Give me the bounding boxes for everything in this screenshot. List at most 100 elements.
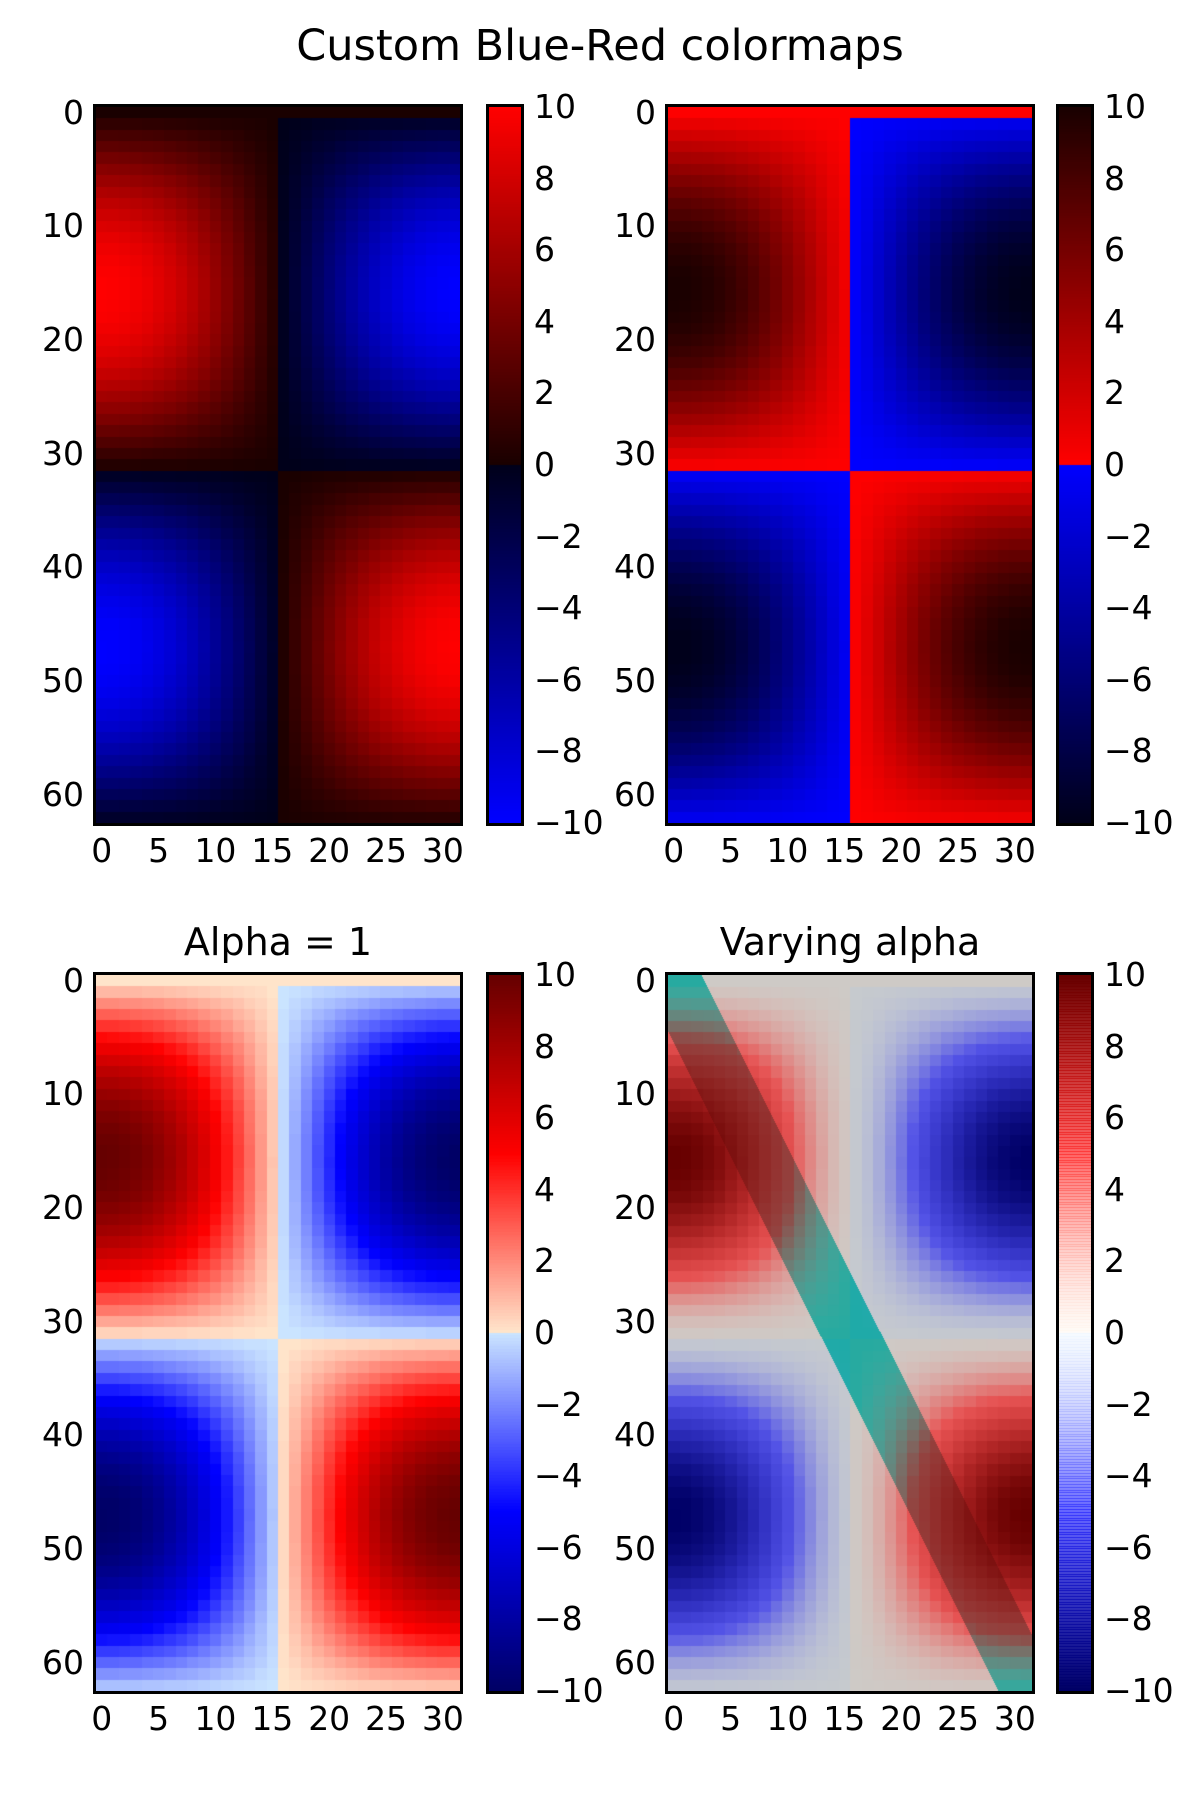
colorbar-tick-label: −4 — [534, 588, 583, 628]
colorbar-tick-label: 10 — [534, 955, 576, 994]
colorbar-tick-label: −8 — [534, 1599, 583, 1639]
y-tick-label: 30 — [42, 433, 84, 473]
y-tick-label: 10 — [42, 1074, 84, 1114]
colorbar-tick-label: −6 — [1104, 659, 1153, 699]
colorbar-canvas-alpha1 — [489, 975, 521, 1691]
colorbar-tick-label: −10 — [534, 1671, 604, 1710]
y-tick-label: 20 — [614, 319, 656, 359]
x-tick-label: 15 — [251, 1699, 294, 1738]
y-tick-label: 40 — [614, 1415, 656, 1455]
colorbar-tick-label: 6 — [534, 230, 555, 270]
x-tick-label: 10 — [766, 1699, 809, 1738]
y-tick-label: 0 — [63, 960, 84, 1000]
colorbar-tick-label: 8 — [1104, 158, 1125, 198]
x-tick-label: 0 — [663, 831, 685, 870]
colorbar-tick-label: 2 — [1104, 1241, 1125, 1281]
colorbar-tick-label: 8 — [534, 158, 555, 198]
colorbar-tick-label: 2 — [1104, 373, 1125, 413]
colorbar-frame-varyingalpha — [1056, 972, 1094, 1694]
heatmap-canvas-bluered1 — [96, 107, 460, 823]
axes-frame-bluered2 — [665, 104, 1035, 826]
colorbar-tick-label: 8 — [534, 1026, 555, 1066]
y-tick-label: 50 — [42, 1528, 84, 1568]
x-tick-label: 25 — [365, 1699, 408, 1738]
x-tick-label: 0 — [91, 1699, 113, 1738]
colorbar-frame-bluered1 — [486, 104, 524, 826]
colorbar-tick-label: −6 — [534, 1527, 583, 1567]
colorbar-tick-label: 10 — [1104, 87, 1146, 126]
x-tick-label: 15 — [251, 831, 294, 870]
x-tick-label: 10 — [766, 831, 809, 870]
colorbar-tick-label: 6 — [1104, 1098, 1125, 1138]
colorbar-tick-label: −6 — [1104, 1527, 1153, 1567]
x-tick-label: 5 — [148, 831, 170, 870]
colorbar-tick-label: 2 — [534, 1241, 555, 1281]
colorbar-tick-label: −4 — [1104, 1456, 1153, 1496]
x-tick-label: 20 — [880, 1699, 923, 1738]
colorbar-tick-label: 2 — [534, 373, 555, 413]
y-tick-label: 30 — [614, 433, 656, 473]
x-tick-label: 25 — [937, 831, 980, 870]
y-tick-label: 0 — [635, 960, 656, 1000]
x-tick-label: 30 — [993, 831, 1036, 870]
colorbar-tick-label: −4 — [534, 1456, 583, 1496]
colorbar-tick-label: −2 — [1104, 516, 1153, 556]
y-tick-label: 40 — [614, 547, 656, 587]
subplot-title-alpha1: Alpha = 1 — [183, 920, 373, 964]
axes-frame-alpha1 — [93, 972, 463, 1694]
colorbar-tick-label: 4 — [1104, 1169, 1125, 1209]
x-tick-label: 5 — [720, 831, 742, 870]
figure-suptitle: Custom Blue-Red colormaps — [296, 21, 904, 71]
colorbar-tick-label: −4 — [1104, 588, 1153, 628]
y-tick-label: 10 — [614, 206, 656, 246]
x-tick-label: 0 — [91, 831, 113, 870]
colorbar-frame-alpha1 — [486, 972, 524, 1694]
y-tick-label: 0 — [635, 92, 656, 132]
y-tick-label: 10 — [42, 206, 84, 246]
heatmap-canvas-varyingalpha — [668, 975, 1032, 1691]
heatmap-canvas-alpha1 — [96, 975, 460, 1691]
colorbar-tick-label: 0 — [534, 1313, 555, 1352]
y-tick-label: 60 — [614, 774, 656, 814]
x-tick-label: 5 — [720, 1699, 742, 1738]
y-tick-label: 20 — [42, 319, 84, 359]
y-tick-label: 30 — [614, 1301, 656, 1341]
colorbar-tick-label: 4 — [1104, 301, 1125, 341]
colorbar-tick-label: 6 — [1104, 230, 1125, 270]
colorbar-tick — [1081, 821, 1091, 825]
y-tick-label: 50 — [614, 660, 656, 700]
y-tick-label: 50 — [42, 660, 84, 700]
subplot-title-varying-alpha: Varying alpha — [719, 920, 981, 964]
y-tick-label: 20 — [614, 1187, 656, 1227]
colorbar-tick-label: 10 — [534, 87, 576, 126]
colorbar-tick-label: −10 — [1104, 803, 1174, 842]
heatmap-canvas-bluered2 — [668, 107, 1032, 823]
x-tick-label: 15 — [823, 1699, 866, 1738]
x-tick-label: 15 — [823, 831, 866, 870]
y-tick-label: 60 — [42, 1642, 84, 1682]
colorbar-tick-label: 0 — [534, 445, 555, 484]
colorbar-tick-label: −2 — [534, 1384, 583, 1424]
x-tick-label: 20 — [880, 831, 923, 870]
colorbar-tick — [1081, 1689, 1091, 1693]
colorbar-tick-label: −2 — [534, 516, 583, 556]
axes-frame-varyingalpha — [665, 972, 1035, 1694]
y-tick-label: 20 — [42, 1187, 84, 1227]
colorbar-tick-label: −6 — [534, 659, 583, 699]
y-tick-label: 10 — [614, 1074, 656, 1114]
x-tick-label: 30 — [421, 1699, 464, 1738]
colorbar-tick-label: 4 — [534, 301, 555, 341]
x-tick-label: 25 — [365, 831, 408, 870]
colorbar-tick-label: 0 — [1104, 445, 1125, 484]
colorbar-tick-label: −10 — [534, 803, 604, 842]
x-tick-label: 30 — [993, 1699, 1036, 1738]
y-tick-label: 60 — [614, 1642, 656, 1682]
x-tick-label: 20 — [308, 831, 351, 870]
x-tick-label: 0 — [663, 1699, 685, 1738]
colorbar-canvas-bluered1 — [489, 107, 521, 823]
colorbar-tick-label: −8 — [1104, 731, 1153, 771]
colorbar-tick-label: −2 — [1104, 1384, 1153, 1424]
colorbar-tick-label: −8 — [1104, 1599, 1153, 1639]
colorbar-frame-bluered2 — [1056, 104, 1094, 826]
x-tick-label: 20 — [308, 1699, 351, 1738]
